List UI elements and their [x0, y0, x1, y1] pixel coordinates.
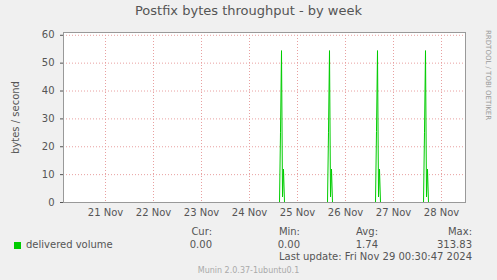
svg-text:23 Nov: 23 Nov: [184, 207, 220, 218]
svg-text:21 Nov: 21 Nov: [88, 207, 124, 218]
html-text:delivered volume: delivered volume: [26, 239, 113, 250]
html-text:Cur:: Cur:: [191, 226, 212, 237]
html-text:313.83: 313.83: [437, 239, 472, 250]
svg-text:24 Nov: 24 Nov: [232, 207, 268, 218]
html-text:Max:: Max:: [448, 226, 472, 237]
svg-text:27 Nov: 27 Nov: [376, 207, 412, 218]
html-text:Postfix bytes throughput - by: Postfix bytes throughput - by week: [135, 3, 362, 18]
svg-text:10: 10: [42, 169, 55, 180]
svg-text:25 Nov: 25 Nov: [280, 207, 316, 218]
svg-text:26 Nov: 26 Nov: [328, 207, 364, 218]
html-text:RRDTOOL / TOBI OETIKER: RRDTOOL / TOBI OETIKER: [484, 30, 492, 121]
svg-text:30: 30: [42, 113, 55, 124]
svg-text:22 Nov: 22 Nov: [136, 207, 172, 218]
svg-text:28 Nov: 28 Nov: [424, 207, 460, 218]
html-text:Last update: Fri Nov 29 00:30:: Last update: Fri Nov 29 00:30:47 2024: [279, 251, 472, 262]
html-text:0.00: 0.00: [277, 239, 300, 250]
svg-text:50: 50: [42, 57, 55, 68]
svg-text:20: 20: [42, 141, 55, 152]
html-text:Munin 2.0.37-1ubuntu0.1: Munin 2.0.37-1ubuntu0.1: [197, 266, 300, 275]
html-text:0.00: 0.00: [189, 239, 212, 250]
html-text:1.74: 1.74: [355, 239, 378, 250]
svg-text:40: 40: [42, 85, 55, 96]
svg-text:60: 60: [42, 29, 55, 40]
svg-text:bytes / second: bytes / second: [10, 81, 21, 154]
html-text:Min:: Min:: [278, 226, 300, 237]
html-text:Avg:: Avg:: [356, 226, 378, 237]
svg-text:0: 0: [48, 197, 54, 208]
